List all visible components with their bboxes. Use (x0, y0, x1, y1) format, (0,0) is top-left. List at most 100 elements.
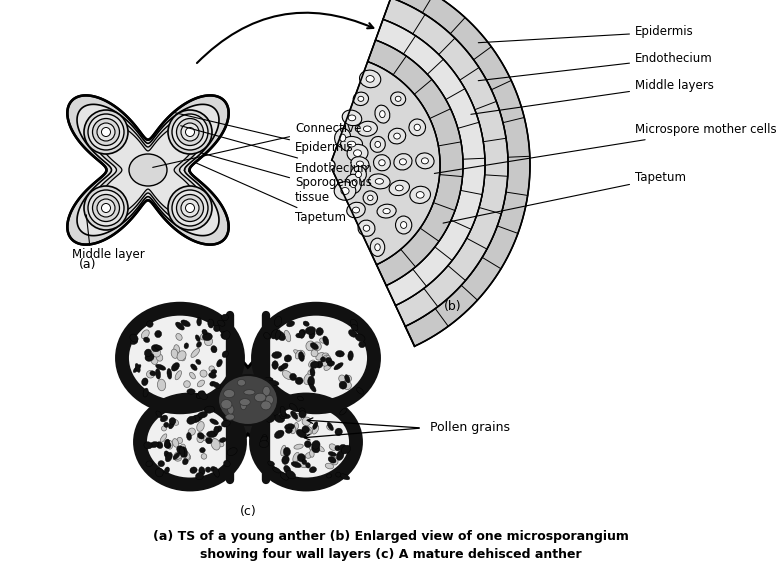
Ellipse shape (286, 470, 296, 479)
Ellipse shape (196, 335, 200, 342)
Ellipse shape (356, 171, 361, 178)
Ellipse shape (328, 361, 335, 366)
Ellipse shape (334, 363, 343, 370)
Ellipse shape (149, 442, 159, 448)
Ellipse shape (292, 453, 300, 462)
Ellipse shape (285, 428, 292, 433)
Ellipse shape (171, 349, 178, 358)
Ellipse shape (296, 350, 302, 359)
Ellipse shape (339, 381, 347, 389)
Ellipse shape (260, 436, 267, 443)
Ellipse shape (172, 114, 208, 150)
Ellipse shape (323, 336, 328, 346)
Ellipse shape (142, 330, 149, 339)
Ellipse shape (146, 321, 153, 327)
Ellipse shape (196, 473, 203, 480)
Ellipse shape (350, 180, 357, 187)
Ellipse shape (224, 390, 235, 398)
Ellipse shape (400, 222, 407, 229)
Ellipse shape (213, 467, 219, 477)
Ellipse shape (269, 380, 279, 386)
Ellipse shape (174, 454, 181, 461)
Ellipse shape (316, 328, 323, 335)
Ellipse shape (213, 325, 220, 332)
Ellipse shape (262, 434, 267, 441)
Ellipse shape (198, 433, 204, 439)
Ellipse shape (102, 203, 110, 213)
Ellipse shape (296, 333, 302, 338)
Ellipse shape (306, 453, 312, 458)
Ellipse shape (389, 128, 406, 144)
Ellipse shape (272, 361, 278, 370)
Ellipse shape (325, 358, 332, 364)
Ellipse shape (174, 345, 180, 354)
Ellipse shape (239, 399, 250, 406)
Ellipse shape (306, 429, 311, 435)
Ellipse shape (191, 364, 197, 371)
Ellipse shape (185, 203, 195, 213)
Ellipse shape (335, 428, 343, 435)
Ellipse shape (322, 353, 328, 358)
Ellipse shape (285, 423, 295, 430)
Ellipse shape (172, 419, 178, 425)
Ellipse shape (348, 351, 353, 360)
Ellipse shape (156, 468, 163, 477)
Ellipse shape (145, 349, 152, 357)
Text: Endothecium: Endothecium (479, 52, 712, 81)
Ellipse shape (329, 444, 336, 450)
Ellipse shape (160, 415, 167, 422)
Ellipse shape (206, 431, 217, 437)
Ellipse shape (379, 111, 385, 117)
Ellipse shape (162, 426, 167, 431)
Ellipse shape (204, 337, 213, 346)
Ellipse shape (218, 375, 278, 425)
Ellipse shape (300, 329, 306, 336)
Text: Microspore mother cells: Microspore mother cells (434, 124, 777, 174)
Ellipse shape (383, 209, 390, 214)
Ellipse shape (358, 96, 364, 101)
Ellipse shape (374, 155, 390, 171)
Ellipse shape (152, 344, 160, 352)
Ellipse shape (177, 446, 185, 454)
Ellipse shape (320, 338, 327, 343)
Ellipse shape (310, 384, 316, 392)
Ellipse shape (222, 351, 228, 358)
Ellipse shape (326, 355, 331, 362)
Ellipse shape (209, 366, 214, 371)
Ellipse shape (146, 370, 155, 378)
Ellipse shape (135, 363, 140, 372)
Ellipse shape (167, 441, 173, 449)
Ellipse shape (342, 445, 350, 454)
Ellipse shape (177, 437, 182, 444)
Ellipse shape (168, 186, 212, 230)
Ellipse shape (346, 202, 365, 218)
Ellipse shape (187, 388, 196, 394)
Ellipse shape (350, 166, 366, 183)
Ellipse shape (375, 179, 383, 184)
Ellipse shape (343, 110, 362, 125)
Ellipse shape (370, 238, 385, 256)
Ellipse shape (282, 371, 292, 379)
Ellipse shape (84, 110, 128, 154)
Ellipse shape (196, 359, 201, 364)
Ellipse shape (375, 142, 381, 147)
Ellipse shape (321, 355, 330, 366)
Ellipse shape (198, 391, 207, 399)
Ellipse shape (187, 433, 192, 440)
Ellipse shape (297, 454, 306, 462)
Ellipse shape (409, 119, 425, 136)
Ellipse shape (272, 352, 282, 359)
Ellipse shape (191, 348, 199, 358)
Ellipse shape (336, 450, 344, 460)
Ellipse shape (209, 372, 217, 378)
Ellipse shape (180, 446, 185, 457)
Ellipse shape (155, 331, 162, 337)
Ellipse shape (311, 350, 318, 357)
Ellipse shape (297, 396, 303, 401)
Ellipse shape (211, 370, 217, 374)
Ellipse shape (291, 462, 301, 468)
Ellipse shape (317, 445, 325, 452)
Ellipse shape (375, 105, 389, 123)
Ellipse shape (410, 186, 431, 203)
Ellipse shape (285, 330, 291, 342)
